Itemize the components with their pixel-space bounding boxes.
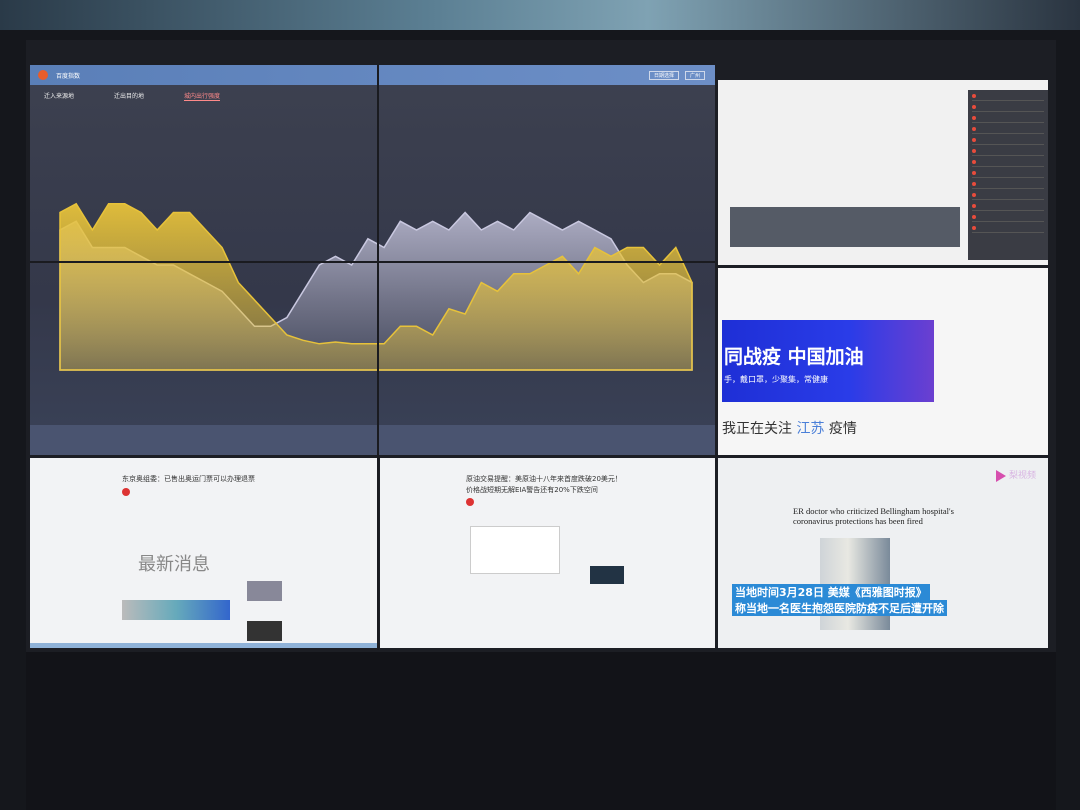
tab-inbound[interactable]: 迁入来源地 [44,93,75,100]
dashboard-footer [30,425,715,455]
tab-intracity[interactable]: 城内出行强度 [184,93,221,101]
video-watermark: 梨视频 [995,468,1036,482]
follow-suffix: 疫情 [828,421,857,437]
series-yellow-area [59,202,693,371]
ceiling [0,0,1080,30]
avatar [466,498,474,506]
city-select[interactable]: 广州 [684,70,705,80]
follow-heading: 我正在关注 江苏 疫情 [722,418,857,438]
ranking-list [968,90,1048,260]
bottom-middle-screen: 原油交易提醒：美原油十八年来首度跌破20美元！ 价格战短期无解EIA警告还有20… [380,458,715,648]
bottom-left-screen: 东京奥组委：已售出奥运门票可以办理退票 最新消息 [30,458,377,648]
main-dashboard-screen: 百度指数 日期选择 广州 迁入来源地 迁出目的地 城内出行强度 [30,65,715,455]
follow-region[interactable]: 江苏 [796,421,825,437]
thumbnail[interactable] [247,621,282,641]
app-title: 百度指数 [56,72,81,80]
wall-base [26,652,1056,810]
news-headline: ER doctor who criticized Bellingham hosp… [793,506,954,526]
mini-chart [730,207,960,247]
bezel-seam [377,65,379,650]
thumbnail[interactable] [247,581,282,601]
article-image-text: 最新消息 [138,554,210,575]
video-caption-line2: 称当地一名医生抱怨医院防疫不足后遭开除 [732,600,947,616]
article-title-line2: 价格战短期无解EIA警告还有20%下跌空间 [466,486,598,494]
date-button[interactable]: 日期选择 [648,70,679,80]
tab-outbound[interactable]: 迁出目的地 [114,93,145,100]
top-right-screen [718,80,1048,265]
bottom-right-screen: 梨视频 ER doctor who criticized Bellingham … [718,458,1048,648]
article-title: 东京奥组委：已售出奥运门票可以办理退票 [122,475,255,483]
video-caption-line1: 当地时间3月28日 美媒《西雅图时报》 [732,584,930,600]
bezel-seam [30,261,715,263]
follow-prefix: 我正在关注 [722,421,792,437]
article-image [122,600,230,620]
avatar [122,488,130,496]
thumbnail[interactable] [590,566,624,584]
campaign-banner[interactable]: 同战疫 中国加油 手，戴口罩，少聚集，常健康 [722,320,934,402]
dashboard-header: 百度指数 日期选择 广州 [30,65,715,85]
taskbar [30,643,377,648]
article-title-line1: 原油交易提醒：美原油十八年来首度跌破20美元！ [466,475,622,483]
middle-right-screen: 同战疫 中国加油 手，戴口罩，少聚集，常健康 我正在关注 江苏 疫情 [718,268,1048,455]
banner-title: 同战疫 中国加油 [724,346,864,368]
banner-subtitle: 手，戴口罩，少聚集，常健康 [724,375,828,384]
area-chart [59,202,693,371]
logo-icon [38,70,48,80]
price-chart-image [470,526,560,574]
